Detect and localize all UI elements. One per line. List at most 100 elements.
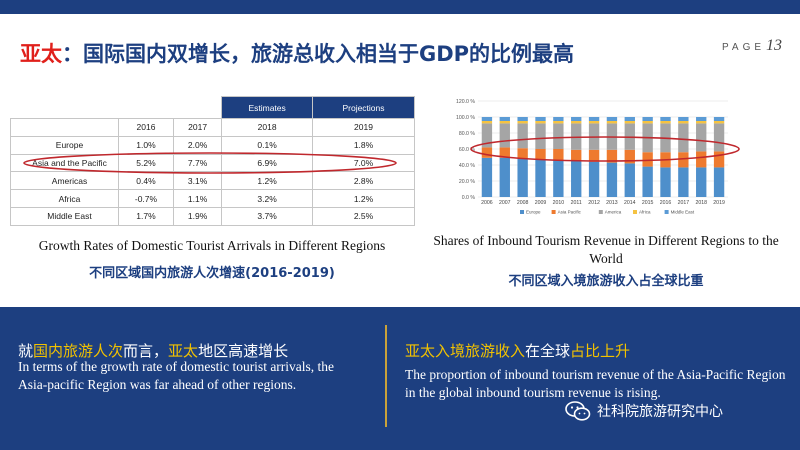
value-cell: 1.8%: [312, 135, 415, 155]
y-tick-label: 100.0 %: [456, 115, 475, 121]
value-cell: 1.0%: [118, 135, 174, 155]
left-cn-highlight: 国内旅游人次: [33, 342, 124, 360]
bar-segment: [678, 123, 689, 153]
bar-segment: [553, 149, 564, 161]
bar-segment: [678, 167, 689, 197]
x-tick-label: 2006: [481, 200, 493, 206]
watermark-text: 社科院旅游研究中心: [597, 404, 723, 420]
title-text: ：国际国内双增长，旅游总收入相当于GDP的比例最高: [62, 42, 575, 66]
bar-segment: [499, 157, 510, 197]
value-cell: -0.7%: [118, 189, 174, 208]
year-corner: [10, 118, 119, 137]
value-cell: 3.2%: [221, 189, 313, 208]
bar-segment: [624, 121, 635, 124]
chart-caption-cn: 不同区域入境旅游收入占全球比重: [508, 274, 704, 289]
legend-label: Africa: [639, 210, 651, 215]
legend-swatch: [633, 210, 637, 214]
bar-segment: [660, 167, 671, 197]
bar-segment: [642, 123, 653, 153]
chart-caption-en: Shares of Inbound Tourism Revenue in Dif…: [433, 233, 779, 266]
bar-segment: [553, 123, 564, 149]
region-cell: Europe: [10, 135, 119, 155]
bar-segment: [535, 117, 546, 121]
legend-label: Asia Pacific: [558, 210, 582, 215]
bar-segment: [535, 123, 546, 149]
table-caption-cn: 不同区域国内旅游人次增速(2016-2019): [89, 266, 335, 281]
growth-table: Estimates Projections 2016 2017 2018 201…: [10, 96, 415, 226]
growth-table-container: Estimates Projections 2016 2017 2018 201…: [10, 96, 415, 226]
bar-segment: [499, 117, 510, 121]
bar-segment: [571, 161, 582, 197]
value-cell: 0.4%: [118, 171, 174, 191]
bar-segment: [624, 149, 635, 164]
right-cn-part: 在全球: [525, 342, 571, 360]
legend-swatch: [551, 210, 556, 214]
bar-segment: [624, 117, 635, 121]
right-cn-highlight: 占比上升: [570, 342, 631, 360]
table-group-header-row: Estimates Projections: [10, 96, 415, 119]
table-row: Americas 0.4% 3.1% 1.2% 2.8%: [10, 171, 415, 191]
x-tick-label: 2018: [695, 200, 707, 206]
value-cell: 2.5%: [312, 206, 415, 226]
bar-segment: [588, 161, 600, 197]
bar-segment: [713, 167, 725, 197]
value-cell: 1.9%: [172, 206, 223, 226]
bar-segment: [499, 121, 510, 124]
legend-label: Europe: [526, 210, 541, 215]
bar-segment: [571, 117, 582, 121]
y-tick-label: 60.0 %: [459, 147, 476, 153]
title-accent: 亚太: [20, 42, 62, 66]
wechat-icon: [565, 401, 591, 421]
table-caption-en: Growth Rates of Domestic Tourist Arrival…: [38, 238, 386, 253]
table-row: Middle East 1.7% 1.9% 3.7% 2.5%: [10, 206, 415, 226]
bar-segment: [624, 163, 635, 197]
left-cn-highlight: 亚太: [168, 342, 199, 360]
year-header: 2019: [312, 118, 415, 137]
bar-segment: [696, 123, 707, 152]
x-tick-label: 2008: [517, 200, 529, 206]
bar-segment: [517, 121, 528, 124]
value-cell: 7.7%: [172, 153, 223, 173]
table-corner: [10, 96, 223, 119]
projections-header: Projections: [312, 96, 415, 119]
legend-swatch: [664, 210, 669, 214]
x-tick-label: 2014: [624, 200, 636, 206]
bar-segment: [517, 123, 528, 149]
y-tick-label: 80.0 %: [459, 131, 476, 137]
legend-label: Middle East: [671, 210, 695, 215]
value-cell: 7.0%: [312, 153, 415, 173]
left-summary-cn: 就国内旅游人次而言，亚太地区高速增长: [18, 340, 288, 361]
x-tick-label: 2009: [535, 200, 547, 206]
table-row: Europe 1.0% 2.0% 0.1% 1.8%: [10, 135, 415, 155]
bar-segment: [481, 157, 493, 197]
bar-segment: [606, 123, 618, 150]
value-cell: 3.1%: [172, 171, 223, 191]
x-tick-label: 2010: [553, 200, 565, 206]
bar-segment: [606, 149, 618, 163]
bar-segment: [517, 117, 528, 121]
bar-segment: [642, 152, 653, 167]
bar-segment: [481, 147, 493, 158]
bar-segment: [713, 123, 725, 152]
bar-segment: [678, 121, 689, 124]
bar-segment: [535, 121, 546, 124]
bar-segment: [571, 149, 582, 161]
x-tick-label: 2019: [713, 200, 725, 206]
year-header: 2017: [172, 118, 223, 137]
bar-segment: [713, 121, 725, 124]
bar-segment: [642, 166, 653, 197]
table-row: Asia and the Pacific 5.2% 7.7% 6.9% 7.0%: [10, 153, 415, 173]
x-tick-label: 2012: [588, 200, 600, 206]
value-cell: 2.8%: [312, 171, 415, 191]
right-summary-cn: 亚太入境旅游收入在全球占比上升: [405, 340, 630, 361]
bar-segment: [481, 123, 493, 148]
x-tick-label: 2016: [660, 200, 672, 206]
bar-segment: [553, 160, 564, 197]
bar-segment: [660, 123, 671, 153]
bar-segment: [571, 121, 582, 124]
bar-segment: [535, 149, 546, 160]
bar-segment: [517, 148, 528, 159]
right-summary-en: The proportion of inbound tourism revenu…: [405, 367, 786, 400]
bar-segment: [499, 147, 510, 158]
left-cn-part: 而言，: [123, 342, 169, 360]
